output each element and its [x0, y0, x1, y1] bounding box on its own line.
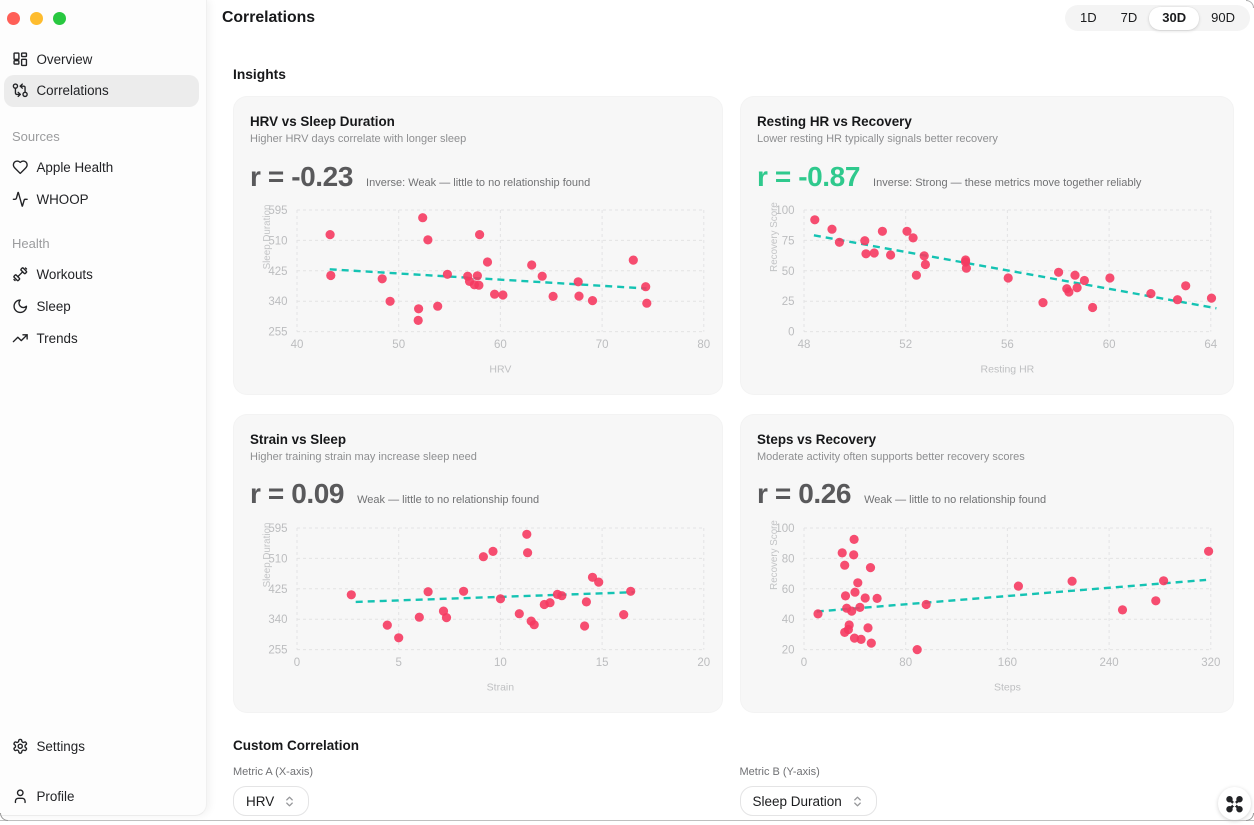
- svg-text:60: 60: [494, 339, 507, 351]
- svg-text:340: 340: [268, 296, 287, 308]
- svg-text:Sleep Duration: Sleep Duration: [262, 522, 273, 587]
- svg-text:50: 50: [392, 339, 405, 351]
- svg-text:56: 56: [1001, 339, 1014, 351]
- svg-text:Recovery Score: Recovery Score: [769, 519, 780, 589]
- svg-text:100: 100: [775, 523, 794, 535]
- svg-text:80: 80: [697, 339, 710, 351]
- svg-text:510: 510: [268, 235, 287, 247]
- svg-text:70: 70: [596, 339, 609, 351]
- svg-text:0: 0: [788, 327, 794, 339]
- svg-text:64: 64: [1204, 339, 1217, 351]
- svg-text:15: 15: [596, 657, 609, 669]
- svg-text:Steps: Steps: [994, 681, 1021, 693]
- svg-text:340: 340: [268, 614, 287, 626]
- svg-text:0: 0: [801, 657, 807, 669]
- svg-text:52: 52: [899, 339, 912, 351]
- svg-text:25: 25: [782, 296, 795, 308]
- svg-text:320: 320: [1201, 657, 1220, 669]
- svg-text:100: 100: [775, 205, 794, 217]
- svg-text:10: 10: [494, 657, 507, 669]
- svg-text:0: 0: [294, 657, 300, 669]
- svg-text:75: 75: [782, 235, 795, 247]
- svg-text:50: 50: [782, 266, 795, 278]
- svg-text:48: 48: [798, 339, 811, 351]
- svg-text:80: 80: [782, 553, 795, 565]
- svg-text:255: 255: [268, 644, 287, 656]
- svg-text:255: 255: [268, 327, 287, 339]
- svg-text:60: 60: [782, 583, 795, 595]
- svg-text:Resting HR: Resting HR: [981, 364, 1035, 376]
- svg-text:595: 595: [268, 205, 287, 217]
- svg-text:80: 80: [899, 657, 912, 669]
- svg-text:20: 20: [782, 644, 795, 656]
- svg-text:Sleep Duration: Sleep Duration: [262, 205, 273, 270]
- svg-text:60: 60: [1103, 339, 1116, 351]
- svg-text:40: 40: [782, 614, 795, 626]
- svg-text:HRV: HRV: [489, 364, 511, 376]
- svg-text:5: 5: [395, 657, 401, 669]
- svg-text:595: 595: [268, 523, 287, 535]
- svg-text:160: 160: [998, 657, 1017, 669]
- svg-text:Strain: Strain: [487, 681, 515, 693]
- svg-text:425: 425: [268, 583, 287, 595]
- svg-text:240: 240: [1100, 657, 1119, 669]
- svg-text:40: 40: [291, 339, 304, 351]
- svg-text:425: 425: [268, 266, 287, 278]
- svg-text:510: 510: [268, 553, 287, 565]
- svg-text:Recovery Score: Recovery Score: [769, 202, 780, 272]
- svg-text:20: 20: [697, 657, 710, 669]
